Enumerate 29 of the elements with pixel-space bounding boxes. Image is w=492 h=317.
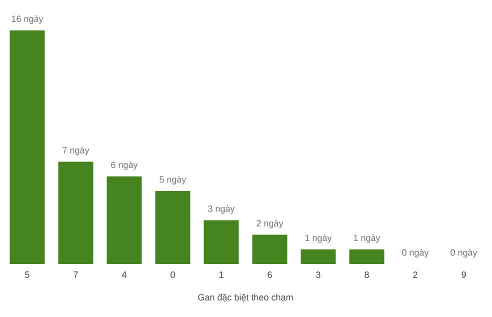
bar [252, 234, 288, 264]
x-tick-label: 8 [364, 272, 369, 278]
data-label: 0 ngày [450, 248, 478, 258]
data-label: 2 ngày [256, 220, 284, 228]
data-label: 5 ngày [160, 176, 186, 184]
data-label: 16 ngày [12, 15, 44, 24]
data-label: 0 ngày [402, 248, 429, 258]
x-tick-label: 1 [219, 272, 224, 278]
data-label: 1 ngày [354, 234, 380, 243]
bar [155, 190, 190, 264]
data-label: 3 ngày [208, 205, 235, 214]
x-tick-label: 5 [25, 272, 30, 278]
x-tick-label: 9 [462, 272, 466, 278]
bar [10, 30, 45, 264]
x-tick-label: 7 [74, 272, 78, 278]
bar [349, 249, 384, 264]
x-tick-label: 6 [268, 272, 272, 278]
data-label: 6 ngày [111, 161, 138, 170]
bar [204, 220, 239, 264]
x-tick-label: 3 [316, 272, 320, 278]
x-tick-label: 0 [170, 272, 175, 278]
bar [106, 176, 142, 264]
x-tick-label: 4 [122, 272, 126, 278]
bar [300, 249, 336, 264]
data-label: 1 ngày [305, 234, 332, 243]
data-label: 7 ngày [62, 146, 90, 156]
x-tick-label: 2 [413, 272, 418, 278]
x-axis-title: Gan đặc biệt theo chạm [198, 294, 293, 302]
bar [58, 162, 94, 264]
